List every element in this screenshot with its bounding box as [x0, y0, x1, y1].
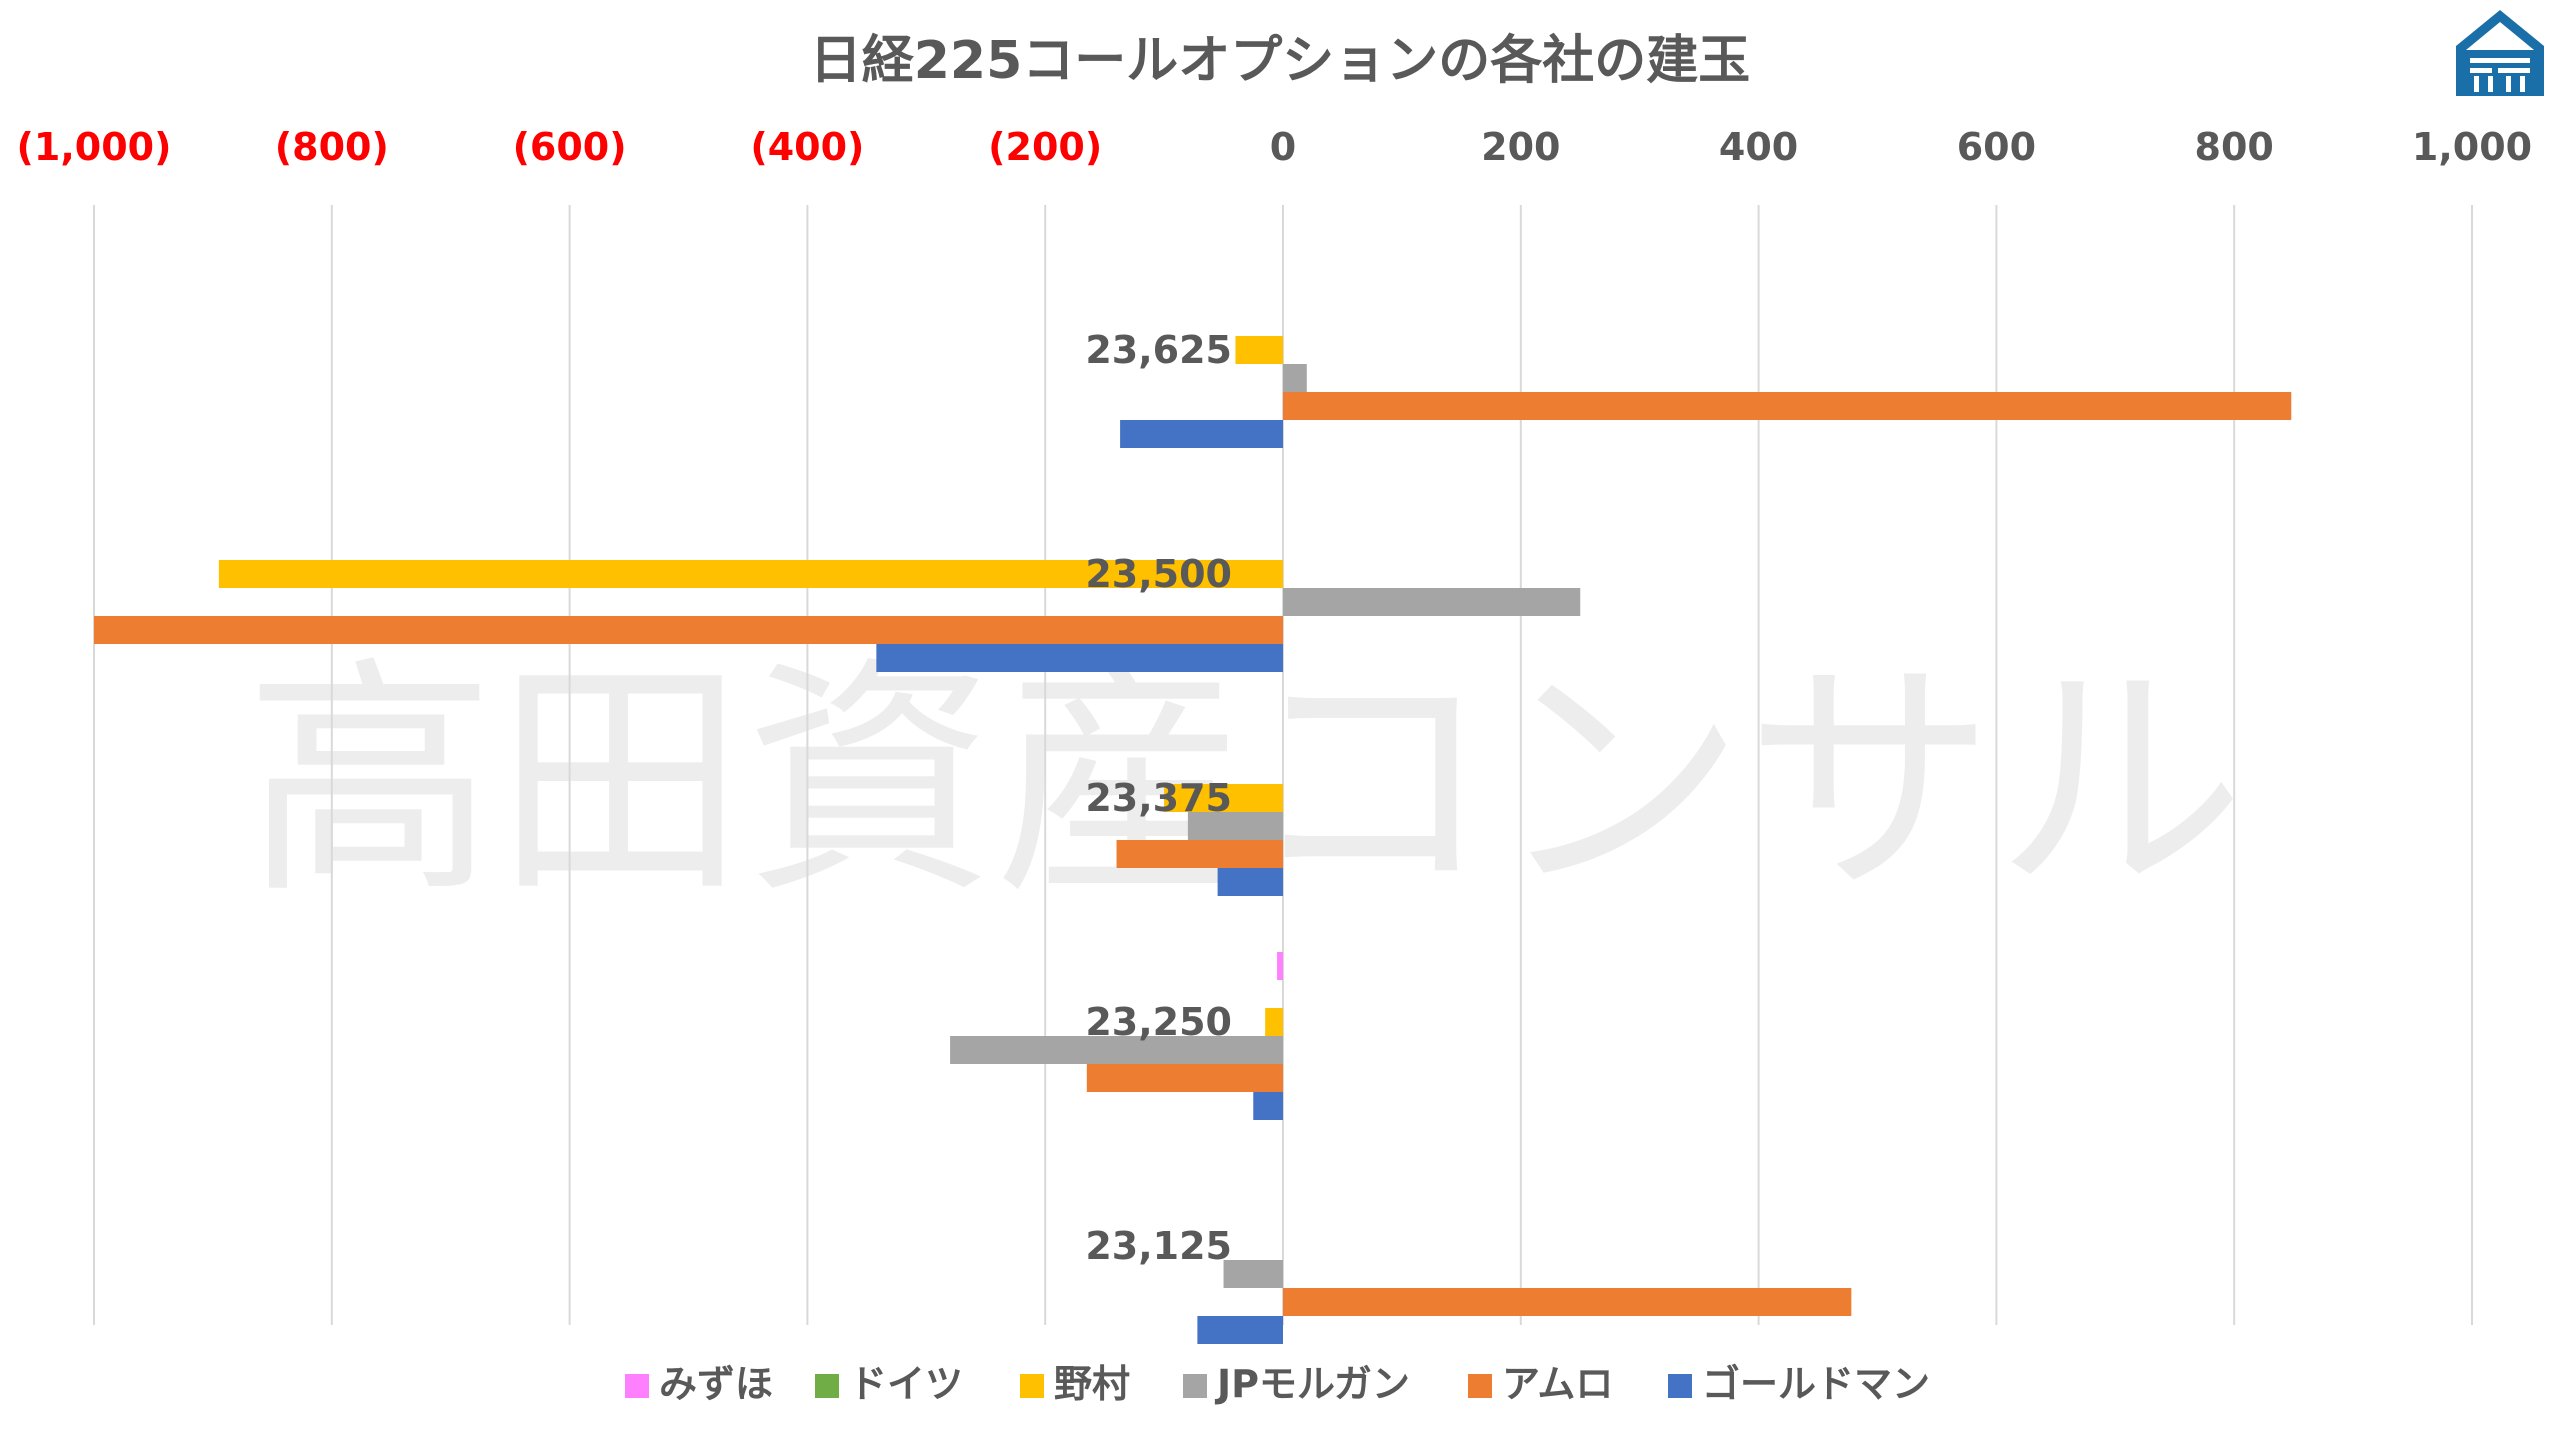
legend-label: みずほ [659, 1362, 773, 1406]
x-tick-label: (1,000) [17, 125, 172, 169]
legend: みずほ ドイツ 野村 JPモルガン アムロ ゴールドマン [625, 1362, 1930, 1406]
category-label: 23,375 [1085, 776, 1232, 820]
category-labels: 23,625 23,500 23,375 23,250 23,125 [1085, 328, 1232, 1268]
x-tick-label: 1,000 [2412, 125, 2532, 169]
legend-swatch [625, 1374, 649, 1398]
bar-3-3 [950, 1036, 1283, 1064]
x-tick-label: 0 [1270, 125, 1296, 169]
legend-label: アムロ [1502, 1362, 1613, 1406]
legend-swatch [815, 1374, 839, 1398]
bar-1-5 [876, 644, 1283, 672]
bar-3-4 [1086, 1064, 1283, 1092]
bar-2-2 [1164, 784, 1283, 812]
bar-2-3 [1187, 812, 1283, 840]
bar-0-4 [1283, 392, 2292, 420]
legend-swatch [1668, 1374, 1692, 1398]
legend-label: ゴールドマン [1702, 1362, 1930, 1406]
category-label: 23,125 [1085, 1224, 1232, 1268]
x-tick-label: 600 [1957, 125, 2036, 169]
bar-1-3 [1283, 588, 1581, 616]
category-label: 23,250 [1085, 1000, 1232, 1044]
chart-title: 日経225コールオプションの各社の建玉 [810, 31, 1751, 91]
x-tick-label: (200) [988, 125, 1102, 169]
legend-label: 野村 [1054, 1362, 1130, 1406]
bar-4-3 [1223, 1260, 1283, 1288]
grid-lines [93, 205, 2473, 1325]
x-tick-label: 400 [1719, 125, 1798, 169]
legend-label: JPモルガン [1214, 1362, 1410, 1406]
bar-2-4 [1116, 840, 1283, 868]
bar-2-5 [1217, 868, 1283, 896]
category-label: 23,625 [1085, 328, 1232, 372]
bar-3-2 [1265, 1008, 1283, 1036]
legend-swatch [1468, 1374, 1492, 1398]
bars [94, 336, 2292, 1344]
bar-0-2 [1235, 336, 1283, 364]
category-label: 23,500 [1085, 552, 1232, 596]
x-axis-ticks: (1,000) (800) (600) (400) (200) 0 200 400 600 800… [17, 125, 2533, 169]
house-logo-icon [2456, 10, 2544, 96]
x-tick-label: (400) [750, 125, 864, 169]
bar-0-3 [1283, 364, 1307, 392]
bar-0-5 [1120, 420, 1283, 448]
legend-swatch [1183, 1374, 1207, 1398]
x-tick-label: (600) [513, 125, 627, 169]
bar-4-4 [1283, 1288, 1852, 1316]
x-tick-label: (800) [275, 125, 389, 169]
bar-4-5 [1197, 1316, 1283, 1344]
bar-1-2 [218, 560, 1284, 588]
legend-label: ドイツ [849, 1362, 963, 1406]
legend-swatch [1020, 1374, 1044, 1398]
x-tick-label: 200 [1481, 125, 1560, 169]
bar-1-4 [94, 616, 1283, 644]
x-tick-label: 800 [2195, 125, 2274, 169]
bar-3-5 [1253, 1092, 1283, 1120]
bar-3-0 [1277, 952, 1283, 980]
